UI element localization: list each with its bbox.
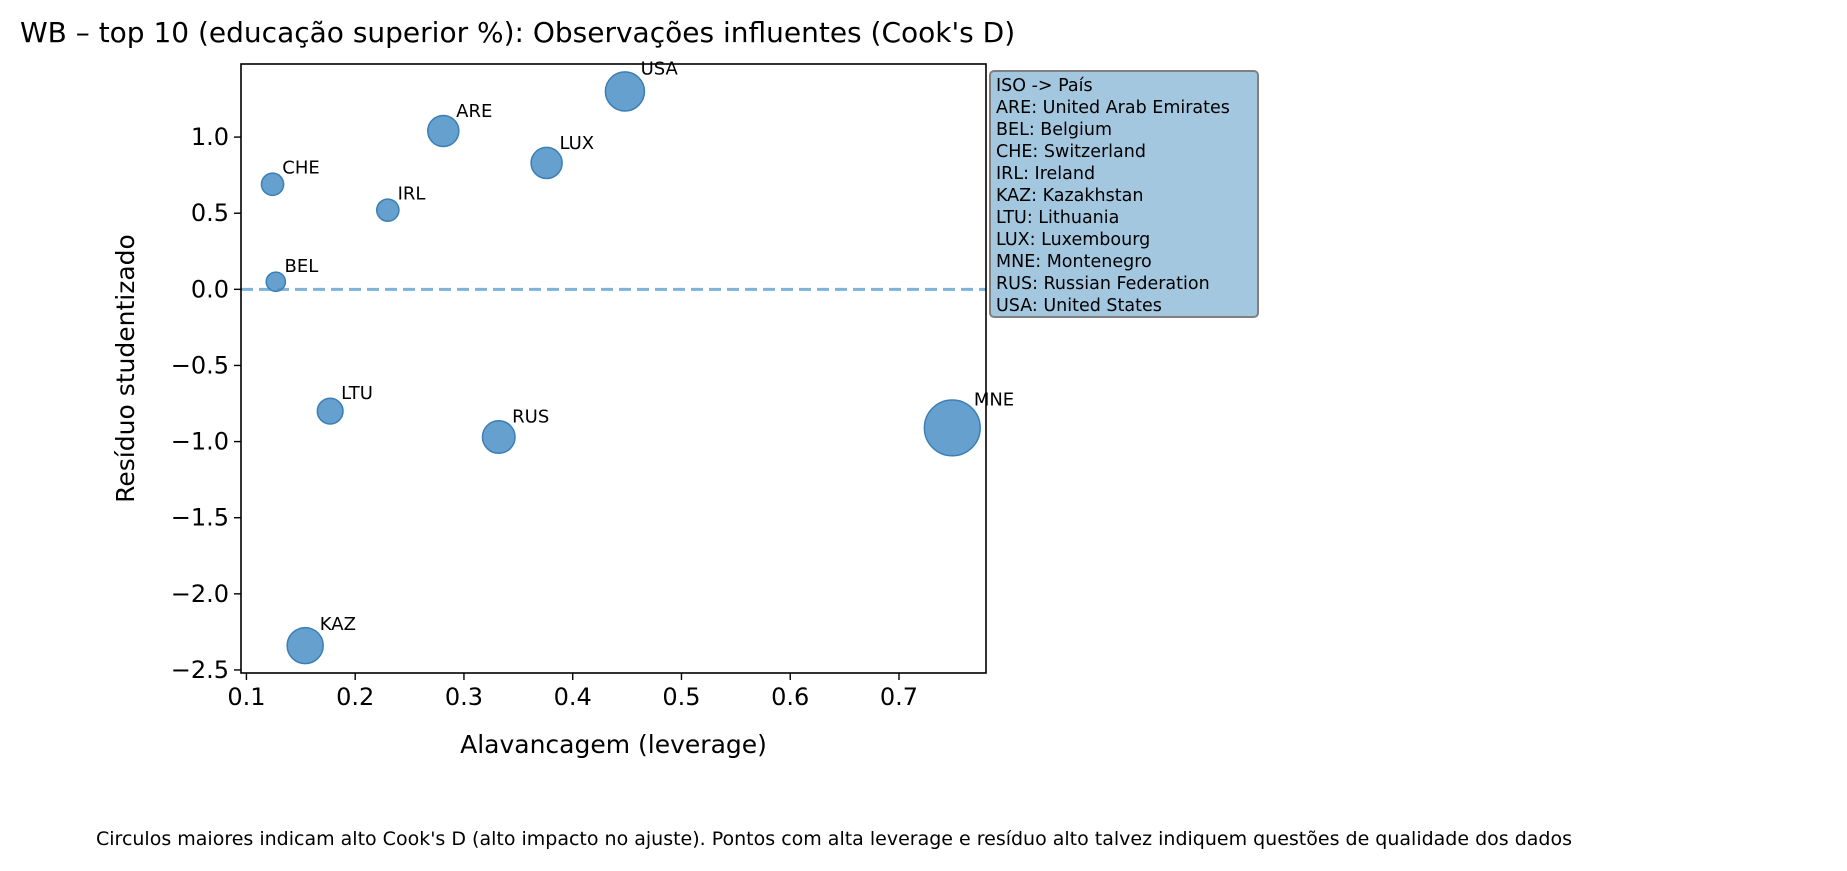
x-tick-label: 0.7 [880, 683, 918, 711]
chart-title: WB – top 10 (educação superior %): Obser… [20, 16, 1016, 49]
x-tick-label: 0.5 [662, 683, 700, 711]
point-irl [375, 198, 400, 223]
legend-entry: ARE: United Arab Emirates [996, 98, 1230, 118]
y-tick-label: 1.0 [191, 123, 229, 151]
y-tick-label: −1.0 [171, 428, 229, 456]
point-che [260, 172, 285, 197]
point-ltu [316, 397, 344, 425]
y-axis-label: Resíduo studentizado [111, 234, 140, 503]
legend-entry: RUS: Russian Federation [996, 274, 1210, 294]
x-tick-label: 0.6 [771, 683, 809, 711]
point-lux [530, 146, 563, 180]
point-mne [923, 399, 981, 457]
x-tick-label: 0.3 [445, 683, 483, 711]
point-label-kaz: KAZ [320, 614, 356, 635]
point-bel [265, 271, 287, 293]
x-tick-label: 0.4 [554, 683, 592, 711]
legend-entry: BEL: Belgium [996, 120, 1113, 140]
legend-entry: CHE: Switzerland [996, 142, 1146, 162]
point-label-are: ARE [456, 101, 492, 122]
plot-frame [240, 63, 987, 674]
point-label-irl: IRL [398, 183, 426, 204]
legend-entry: LTU: Lithuania [996, 208, 1120, 228]
point-label-bel: BEL [285, 256, 319, 277]
legend-entry: IRL: Ireland [996, 164, 1096, 184]
plot-layer: MNE USA KAZ RUS ARE LUX LTU CHE IRL BEL 0.1 0.2 0.3 0… [111, 59, 1014, 759]
y-tick-label: −1.5 [171, 504, 229, 532]
point-kaz [286, 626, 324, 665]
point-label-lux: LUX [559, 133, 594, 154]
y-tick-label: −2.0 [171, 580, 229, 608]
legend-entry: KAZ: Kazakhstan [996, 186, 1144, 206]
point-label-mne: MNE [974, 389, 1014, 410]
point-are [427, 114, 460, 148]
y-tick-label: 0.0 [191, 275, 229, 303]
legend-entry: MNE: Montenegro [996, 252, 1152, 272]
footnote: Circulos maiores indicam alto Cook's D (… [96, 828, 1573, 850]
x-tick-label: 0.1 [227, 683, 265, 711]
y-tick-label: −0.5 [171, 351, 229, 379]
y-tick-label: −2.5 [171, 656, 229, 684]
legend-entry: USA: United States [996, 296, 1162, 316]
point-label-usa: USA [641, 59, 679, 80]
iso-country-legend: ISO -> País ARE: United Arab Emirates BE… [989, 70, 1259, 318]
point-label-rus: RUS [512, 407, 549, 428]
x-axis-label: Alavancagem (leverage) [460, 730, 767, 759]
point-label-che: CHE [282, 158, 319, 179]
point-label-ltu: LTU [341, 383, 373, 404]
legend-entry: LUX: Luxembourg [996, 230, 1151, 250]
point-rus [481, 419, 516, 455]
x-tick-label: 0.2 [336, 683, 374, 711]
legend-title: ISO -> País [996, 76, 1093, 96]
point-usa [604, 71, 646, 112]
y-tick-label: 0.5 [191, 199, 229, 227]
